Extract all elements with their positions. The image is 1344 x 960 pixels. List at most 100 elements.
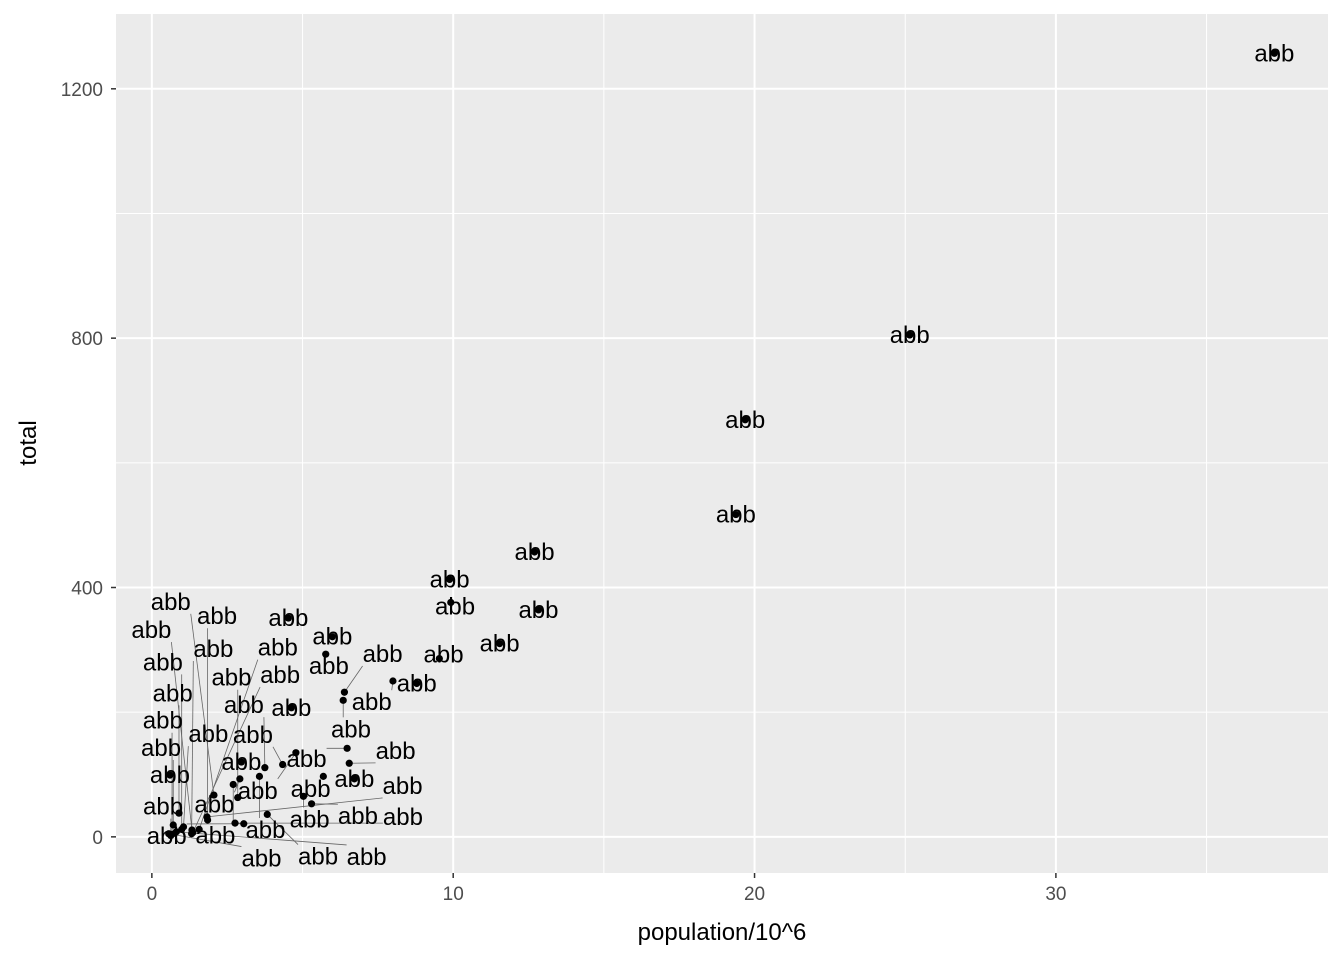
point-label: abb bbox=[151, 589, 191, 616]
data-point bbox=[741, 416, 749, 424]
data-point bbox=[175, 809, 183, 817]
data-point bbox=[279, 760, 287, 769]
data-point bbox=[166, 771, 174, 779]
x-axis-title: population/10^6 bbox=[638, 919, 807, 946]
point-label: abb bbox=[245, 817, 285, 844]
data-point bbox=[328, 633, 336, 641]
point-label: abb bbox=[347, 844, 387, 871]
data-point bbox=[435, 654, 443, 663]
point-label: abb bbox=[397, 670, 437, 697]
data-point bbox=[210, 791, 218, 799]
label-leader-line bbox=[192, 686, 261, 833]
data-point bbox=[340, 688, 349, 696]
data-point bbox=[255, 772, 264, 780]
data-point bbox=[389, 677, 397, 685]
y-tick-label: 0 bbox=[92, 828, 103, 849]
data-point bbox=[350, 775, 358, 783]
data-point bbox=[169, 821, 177, 829]
label-leader-line bbox=[198, 659, 259, 830]
point-label: abb bbox=[338, 803, 378, 830]
point-label: abb bbox=[153, 680, 193, 707]
label-leader-line bbox=[263, 717, 266, 768]
point-label: abb bbox=[424, 641, 464, 668]
data-point bbox=[263, 810, 271, 819]
point-label: abb bbox=[188, 721, 228, 748]
data-point bbox=[231, 819, 239, 827]
point-label: abb bbox=[890, 322, 930, 349]
data-point bbox=[284, 614, 292, 622]
y-tick-label: 1200 bbox=[61, 80, 103, 101]
data-point bbox=[234, 793, 242, 802]
data-point bbox=[287, 704, 295, 712]
label-leader-line bbox=[206, 797, 383, 818]
data-point bbox=[413, 679, 421, 688]
data-point bbox=[319, 772, 327, 780]
data-point bbox=[240, 820, 248, 828]
point-label: abb bbox=[334, 766, 374, 793]
data-point bbox=[172, 828, 180, 836]
data-point bbox=[204, 816, 212, 824]
point-label: abb bbox=[238, 778, 278, 805]
point-label: abb bbox=[312, 624, 352, 651]
point-label: abb bbox=[195, 822, 235, 849]
point-label: abb bbox=[143, 649, 183, 676]
point-label: abb bbox=[268, 605, 308, 632]
point-label: abb bbox=[383, 804, 423, 831]
data-point bbox=[237, 758, 245, 766]
point-label: abb bbox=[197, 603, 237, 630]
data-point bbox=[345, 759, 353, 767]
point-label: abb bbox=[363, 641, 403, 668]
point-label: abb bbox=[383, 773, 423, 800]
label-leader-line bbox=[266, 814, 299, 845]
data-point bbox=[339, 696, 347, 704]
data-point bbox=[732, 510, 740, 519]
point-label: abb bbox=[290, 807, 330, 834]
point-label: abb bbox=[143, 794, 183, 821]
data-point bbox=[1270, 49, 1278, 57]
y-tick-label: 400 bbox=[71, 578, 103, 599]
point-label: abb bbox=[298, 844, 338, 871]
label-leader-line bbox=[170, 642, 193, 831]
point-label: abb bbox=[480, 631, 520, 658]
point-label: abb bbox=[131, 617, 171, 644]
point-label: abb bbox=[435, 594, 475, 621]
data-point bbox=[530, 548, 539, 556]
point-label: abb bbox=[233, 722, 273, 749]
point-label: abb bbox=[287, 746, 327, 773]
data-point bbox=[165, 830, 173, 838]
label-leader-line bbox=[191, 660, 194, 834]
label-leader-line bbox=[190, 613, 215, 796]
data-point bbox=[299, 792, 308, 800]
data-point bbox=[906, 331, 914, 339]
point-label: abb bbox=[716, 502, 756, 529]
point-label: abb bbox=[193, 636, 233, 663]
label-leader-lines bbox=[168, 613, 394, 847]
point-label: abb bbox=[143, 708, 183, 735]
x-tick-label: 20 bbox=[744, 884, 765, 905]
data-point bbox=[445, 575, 454, 583]
point-label: abb bbox=[258, 635, 298, 662]
data-point bbox=[179, 823, 188, 831]
data-point bbox=[188, 830, 196, 838]
data-point bbox=[292, 749, 300, 757]
y-tick-label: 800 bbox=[71, 329, 103, 350]
label-leader-line bbox=[344, 665, 363, 693]
point-label: abb bbox=[1254, 40, 1294, 67]
data-points bbox=[165, 49, 1278, 840]
data-point bbox=[534, 606, 543, 614]
point-label: abb bbox=[331, 716, 371, 743]
x-tick-label: 10 bbox=[443, 884, 464, 905]
data-point bbox=[195, 825, 203, 833]
point-label: abb bbox=[725, 407, 765, 434]
point-label: abb bbox=[221, 749, 261, 776]
point-label: abb bbox=[515, 539, 555, 566]
axis-ticks: 0 10 20 30 0 400 800 1200 bbox=[61, 80, 1067, 905]
point-label: abb bbox=[194, 791, 234, 818]
point-label: abb bbox=[430, 566, 470, 593]
y-axis-title: total bbox=[15, 420, 42, 465]
point-label: abb bbox=[271, 695, 311, 722]
label-leader-line bbox=[277, 752, 297, 780]
data-point bbox=[496, 640, 504, 648]
